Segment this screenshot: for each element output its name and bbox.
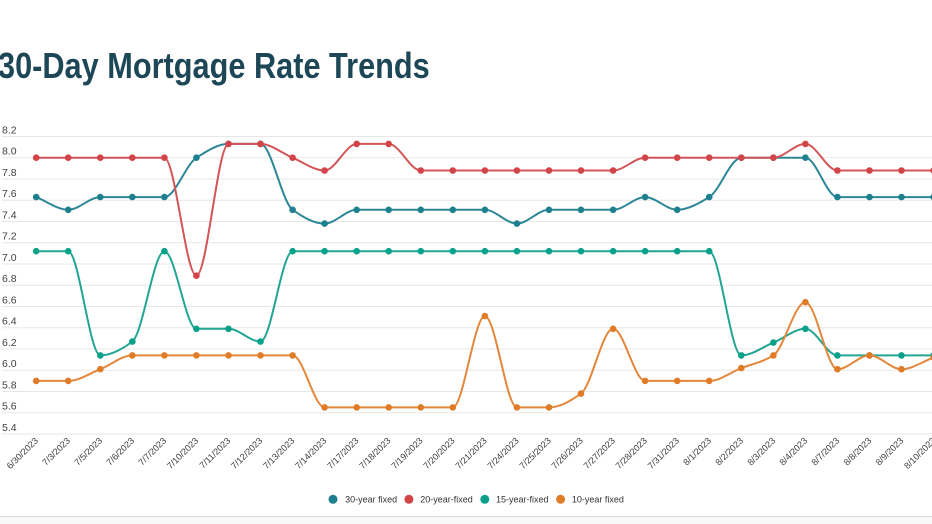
svg-text:7/31/2023: 7/31/2023 — [646, 436, 681, 471]
svg-text:8.2: 8.2 — [2, 124, 17, 136]
svg-text:7.6: 7.6 — [2, 188, 17, 200]
svg-text:5.4: 5.4 — [2, 422, 17, 434]
svg-text:7.8: 7.8 — [2, 167, 17, 179]
svg-text:7/20/2023: 7/20/2023 — [421, 436, 456, 471]
svg-text:8/10/2023: 8/10/2023 — [902, 436, 932, 471]
svg-text:8/9/2023: 8/9/2023 — [874, 436, 906, 468]
svg-text:20-year-fixed: 20-year-fixed — [420, 494, 473, 504]
svg-text:7.4: 7.4 — [2, 209, 17, 221]
svg-text:6.0: 6.0 — [2, 358, 17, 370]
svg-text:6.6: 6.6 — [2, 294, 17, 306]
svg-text:7/26/2023: 7/26/2023 — [550, 436, 585, 471]
svg-text:8/1/2023: 8/1/2023 — [681, 436, 713, 468]
svg-text:7/17/2023: 7/17/2023 — [325, 436, 360, 471]
svg-text:7/21/2023: 7/21/2023 — [453, 436, 488, 471]
svg-text:8/2/2023: 8/2/2023 — [713, 436, 745, 468]
svg-text:7/10/2023: 7/10/2023 — [165, 436, 200, 471]
svg-text:6.4: 6.4 — [2, 316, 17, 328]
svg-text:7/25/2023: 7/25/2023 — [518, 436, 553, 471]
svg-text:5.8: 5.8 — [2, 379, 17, 391]
svg-text:5.6: 5.6 — [2, 401, 17, 413]
svg-text:8/3/2023: 8/3/2023 — [745, 436, 777, 468]
svg-text:7/12/2023: 7/12/2023 — [229, 436, 264, 471]
svg-text:6/30/2023: 6/30/2023 — [5, 436, 40, 471]
svg-text:7/3/2023: 7/3/2023 — [40, 436, 72, 468]
svg-text:7/13/2023: 7/13/2023 — [261, 436, 296, 471]
svg-text:8.0: 8.0 — [2, 146, 17, 158]
svg-text:15-year-fixed: 15-year-fixed — [496, 494, 549, 504]
svg-text:7.0: 7.0 — [2, 252, 17, 264]
svg-text:6.8: 6.8 — [2, 273, 17, 285]
svg-text:6.2: 6.2 — [2, 337, 17, 349]
svg-text:8/7/2023: 8/7/2023 — [809, 436, 841, 468]
svg-text:8/4/2023: 8/4/2023 — [777, 436, 809, 468]
svg-text:7/11/2023: 7/11/2023 — [198, 436, 233, 471]
svg-text:7/5/2023: 7/5/2023 — [72, 436, 104, 468]
svg-text:7/27/2023: 7/27/2023 — [582, 436, 617, 471]
svg-text:7/6/2023: 7/6/2023 — [104, 436, 136, 468]
svg-text:8/8/2023: 8/8/2023 — [842, 436, 874, 468]
svg-text:30-year fixed: 30-year fixed — [345, 494, 397, 504]
svg-text:7/7/2023: 7/7/2023 — [136, 436, 168, 468]
svg-text:7/28/2023: 7/28/2023 — [614, 436, 649, 471]
svg-text:7/18/2023: 7/18/2023 — [357, 436, 392, 471]
svg-text:7/19/2023: 7/19/2023 — [389, 436, 424, 471]
svg-text:7.2: 7.2 — [2, 231, 17, 243]
svg-text:7/24/2023: 7/24/2023 — [485, 436, 520, 471]
svg-text:10-year fixed: 10-year fixed — [572, 494, 624, 504]
svg-text:7/14/2023: 7/14/2023 — [293, 436, 328, 471]
